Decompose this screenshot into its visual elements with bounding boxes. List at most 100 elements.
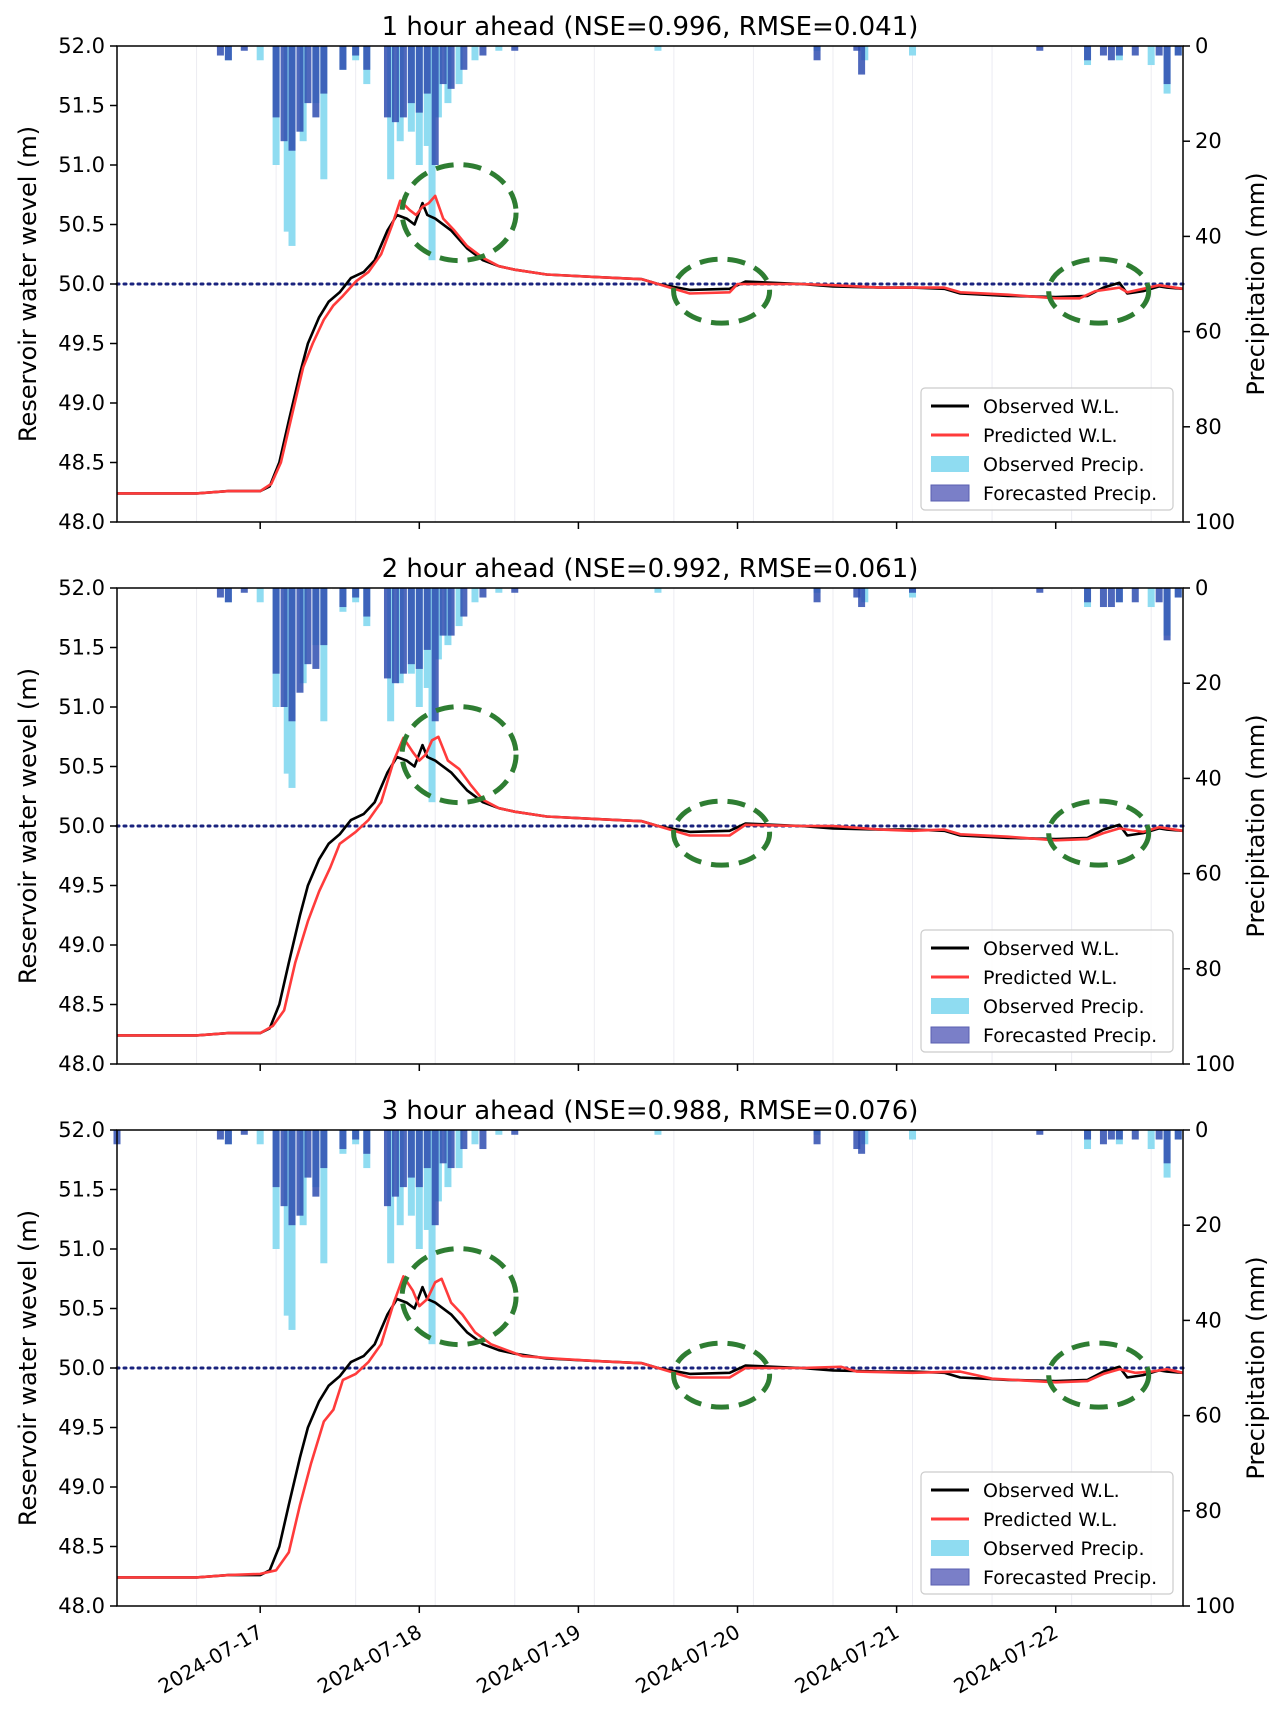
legend-swatch-forecast-precip — [930, 1568, 970, 1586]
forecast-precip-bar — [909, 588, 917, 593]
forecast-precip-bar — [296, 46, 304, 132]
forecast-precip-bar — [216, 588, 224, 598]
forecast-precip-bar — [813, 1130, 821, 1145]
y-tick-label: 48.0 — [58, 1594, 105, 1618]
y-tick-label: 48.0 — [58, 510, 105, 534]
observed-precip-bar — [471, 588, 479, 603]
forecast-precip-bar — [1155, 46, 1163, 56]
y2-tick-label: 100 — [1195, 1052, 1235, 1076]
forecast-precip-bar — [312, 588, 320, 669]
forecast-precip-bar — [431, 1130, 439, 1226]
observed-precip-bar — [455, 46, 463, 85]
legend-label: Observed Precip. — [983, 454, 1144, 476]
forecast-precip-bar — [407, 1130, 415, 1178]
legend-label: Observed W.L. — [983, 938, 1120, 960]
y-tick-label: 52.0 — [58, 34, 105, 58]
forecast-precip-bar — [280, 1130, 288, 1207]
observed-precip-bar — [654, 588, 662, 593]
forecast-precip-bar — [288, 46, 296, 151]
y-tick-label: 50.0 — [58, 272, 105, 296]
forecast-precip-bar — [320, 1130, 328, 1169]
forecast-precip-bar — [383, 46, 391, 118]
forecast-precip-bar — [288, 588, 296, 722]
forecast-precip-bar — [407, 46, 415, 104]
y-tick-label: 49.0 — [58, 391, 105, 415]
forecast-precip-bar — [439, 46, 447, 85]
forecast-precip-bar — [447, 588, 455, 636]
legend-label: Forecasted Precip. — [983, 1025, 1157, 1047]
y2-tick-label: 40 — [1195, 1308, 1222, 1332]
y-tick-label: 51.0 — [58, 1237, 105, 1261]
forecast-precip-bar — [447, 46, 455, 89]
legend-swatch-observed-precip — [931, 1540, 969, 1556]
legend: Observed W.L. Predicted W.L. Observed Prec… — [920, 387, 1174, 511]
observed-precip-bar — [654, 46, 662, 51]
forecast-precip-bar — [296, 588, 304, 693]
y-tick-label: 50.5 — [58, 1297, 105, 1321]
forecast-precip-bar — [460, 46, 468, 70]
legend-label: Predicted W.L. — [983, 967, 1118, 989]
y2-tick-label: 20 — [1195, 1213, 1222, 1237]
legend-label: Observed Precip. — [983, 1538, 1144, 1560]
y-tick-label: 49.0 — [58, 1475, 105, 1499]
observed-precip-bar — [256, 1130, 264, 1145]
legend-label: Observed Precip. — [983, 996, 1144, 1018]
highlight-ellipse — [399, 1246, 519, 1348]
forecast-precip-bar — [511, 1130, 519, 1135]
forecast-precip-bar — [304, 46, 312, 104]
forecast-precip-bar — [304, 588, 312, 665]
forecast-precip-bar — [1174, 588, 1182, 598]
y-tick-label: 48.5 — [58, 993, 105, 1017]
y-tick-label: 50.5 — [58, 213, 105, 237]
y2-tick-label: 80 — [1195, 1499, 1222, 1523]
forecast-precip-bar — [479, 588, 487, 598]
observed-precip-bar — [471, 1130, 479, 1145]
observed-precip-bar — [455, 588, 463, 627]
chart-title: 2 hour ahead (NSE=0.992, RMSE=0.061) — [382, 554, 919, 584]
forecast-precip-bar — [460, 1130, 468, 1150]
forecast-precip-bar — [320, 46, 328, 94]
forecast-precip-bar — [1099, 46, 1107, 56]
forecast-precip-bar — [352, 46, 360, 56]
y-tick-label: 48.5 — [58, 451, 105, 475]
observed-precip-bar — [272, 1130, 280, 1249]
forecast-precip-bar — [216, 1130, 224, 1140]
forecast-precip-bar — [407, 588, 415, 665]
forecast-precip-bar — [280, 588, 288, 707]
x-tick-label: 2024-07-20 — [631, 1620, 744, 1699]
highlight-ellipse — [671, 798, 773, 868]
forecast-precip-bar — [1131, 46, 1139, 56]
forecast-precip-bar — [460, 588, 468, 617]
highlight-ellipse — [1046, 256, 1152, 326]
forecast-precip-bar — [272, 46, 280, 118]
forecast-precip-bar — [1036, 46, 1044, 51]
forecast-precip-bar — [415, 46, 423, 113]
chart-panel-3: 48.0 48.5 49.0 49.5 50.0 50.5 51.0 51.5 52.0 100 8… — [14, 1096, 1270, 1698]
observed-precip-bar — [495, 1130, 503, 1135]
forecast-precip-bar — [1115, 588, 1123, 603]
forecast-precip-bar — [858, 46, 866, 75]
forecast-precip-bar — [312, 1130, 320, 1197]
forecast-precip-bar — [280, 46, 288, 142]
forecast-precip-bar — [439, 1130, 447, 1164]
forecast-precip-bar — [1036, 588, 1044, 593]
observed-precip-bar — [320, 46, 328, 180]
observed-precip-bar — [288, 1130, 296, 1330]
forecast-precip-bar — [288, 1130, 296, 1226]
forecast-precip-bar — [858, 1130, 866, 1154]
forecast-precip-bar — [1163, 588, 1171, 641]
y-tick-label: 51.5 — [58, 1178, 105, 1202]
y2-tick-label: 60 — [1195, 1404, 1222, 1428]
forecast-precip-bar — [272, 1130, 280, 1188]
y2-tick-label: 20 — [1195, 671, 1222, 695]
observed-precip-bar — [455, 1130, 463, 1169]
forecast-precip-bar — [312, 46, 320, 118]
legend-label: Observed W.L. — [983, 396, 1120, 418]
y-tick-label: 51.5 — [58, 636, 105, 660]
observed-precip-bar — [256, 588, 264, 603]
forecast-precip-bar — [447, 1130, 455, 1169]
forecast-precip-bar — [1107, 1130, 1115, 1140]
y-tick-label: 51.0 — [58, 695, 105, 719]
legend-box — [920, 387, 1174, 511]
forecast-precip-bar — [383, 588, 391, 679]
